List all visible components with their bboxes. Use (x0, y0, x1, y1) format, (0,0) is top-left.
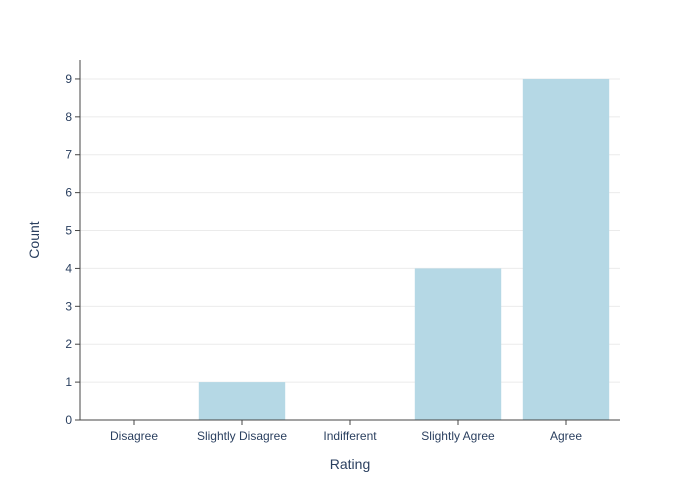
x-tick-label: Indifferent (323, 429, 377, 443)
x-ticks: Disagree Slightly Disagree Indifferent Slig… (110, 420, 582, 443)
gridlines (80, 78, 620, 383)
y-tick-label: 8 (65, 110, 72, 124)
x-tick-label: Slightly Disagree (197, 429, 287, 443)
bar-agree (522, 78, 610, 421)
y-tick-label: 9 (65, 72, 72, 86)
y-tick-label: 3 (65, 299, 72, 313)
bars (198, 78, 610, 421)
y-tick-label: 0 (65, 413, 72, 427)
y-tick-label: 7 (65, 148, 72, 162)
y-tick-label: 1 (65, 375, 72, 389)
x-tick-label: Disagree (110, 429, 158, 443)
x-tick-label: Agree (550, 429, 582, 443)
bar-slightly-disagree (198, 382, 286, 420)
x-tick-label: Slightly Agree (421, 429, 495, 443)
x-axis-title: Rating (330, 456, 370, 472)
y-tick-label: 4 (65, 261, 72, 275)
y-ticks: 0 1 2 3 4 5 6 7 8 9 (65, 72, 80, 427)
y-tick-label: 6 (65, 186, 72, 200)
y-tick-label: 2 (65, 337, 72, 351)
y-axis-title: Count (26, 221, 42, 258)
y-tick-label: 5 (65, 224, 72, 238)
bar-slightly-agree (414, 268, 502, 420)
